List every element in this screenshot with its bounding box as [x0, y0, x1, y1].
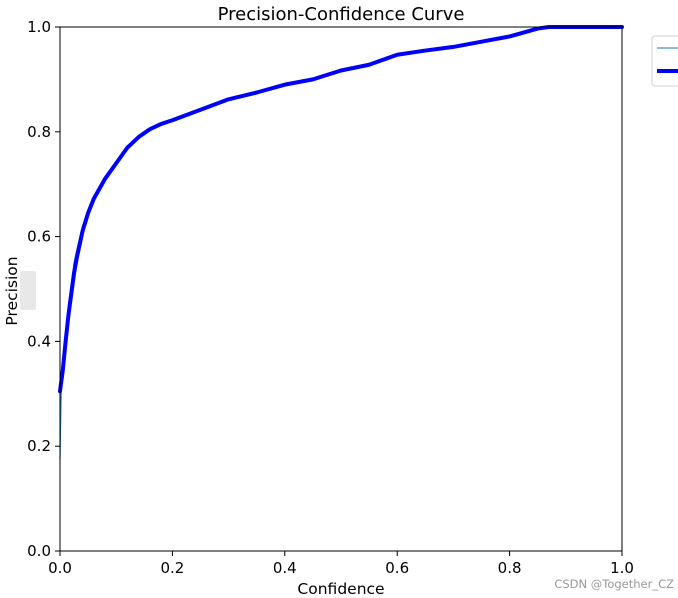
x-tick-label: 1.0 — [610, 559, 634, 577]
y-axis-ticks: 0.0 0.2 0.4 0.6 0.8 1.0 — [27, 18, 60, 560]
series-layer — [58, 25, 624, 460]
legend-box — [651, 35, 678, 87]
x-tick-label: 0.8 — [498, 559, 522, 577]
series-line-1 — [59, 26, 623, 460]
y-tick-label: 0.6 — [27, 228, 51, 246]
y-axis-title-highlight — [20, 271, 36, 310]
y-tick-label: 0.8 — [27, 123, 51, 141]
x-tick-label: 0.4 — [273, 559, 297, 577]
y-axis-title: Precision — [3, 256, 21, 325]
y-tick-label: 0.4 — [27, 332, 51, 350]
chart-title: Precision-Confidence Curve — [218, 4, 465, 25]
plot-frame — [59, 26, 623, 552]
watermark-text: CSDN @Together_CZ — [554, 577, 674, 591]
y-tick-label: 0.2 — [27, 437, 51, 455]
x-tick-label: 0.2 — [160, 559, 184, 577]
x-tick-label: 0.0 — [48, 559, 72, 577]
legend — [651, 35, 678, 87]
x-axis-title: Confidence — [297, 580, 384, 598]
series-line-2 — [58, 25, 624, 394]
x-tick-label: 0.6 — [385, 559, 409, 577]
y-tick-label: 0.0 — [27, 542, 51, 560]
y-tick-label: 1.0 — [27, 18, 51, 36]
x-axis-ticks: 0.0 0.2 0.4 0.6 0.8 1.0 — [48, 551, 634, 577]
